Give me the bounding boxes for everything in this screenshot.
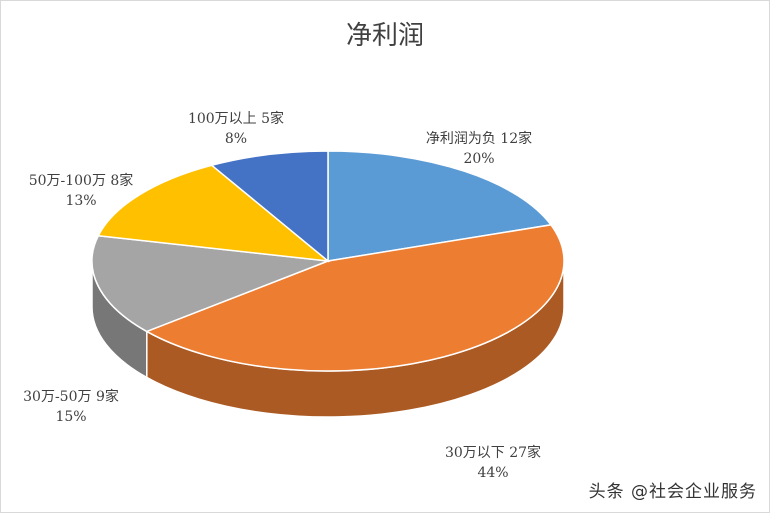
slice-label-negative: 净利润为负 12家 20% — [399, 129, 559, 169]
slice-name: 净利润为负 12家 — [425, 131, 533, 147]
slice-percent: 13% — [65, 193, 97, 209]
pie-slice-4 — [210, 150, 329, 263]
pie-slice-1 — [145, 224, 565, 372]
slice-name: 100万以上 5家 — [187, 111, 285, 127]
slice-label-over-100w: 100万以上 5家 8% — [161, 109, 311, 149]
slice-label-50w-100w: 50万-100万 8家 13% — [11, 171, 151, 211]
watermark: 头条 @社会企业服务 — [588, 482, 757, 502]
slice-percent: 44% — [477, 465, 509, 481]
slice-percent: 15% — [55, 409, 87, 425]
slice-label-30w-50w: 30万-50万 9家 15% — [1, 387, 141, 427]
slice-name: 30万-50万 9家 — [23, 389, 119, 405]
pie-slice-2 — [91, 234, 329, 333]
slice-name: 50万-100万 8家 — [28, 173, 134, 189]
slice-percent: 20% — [463, 151, 495, 167]
slice-name: 30万以下 27家 — [444, 445, 542, 461]
slice-percent: 8% — [224, 131, 248, 147]
slice-label-under-30w: 30万以下 27家 44% — [413, 443, 573, 483]
pie-slice-3 — [97, 164, 331, 263]
pie-top-layer — [91, 150, 565, 372]
chart-title: 净利润 — [345, 21, 424, 51]
